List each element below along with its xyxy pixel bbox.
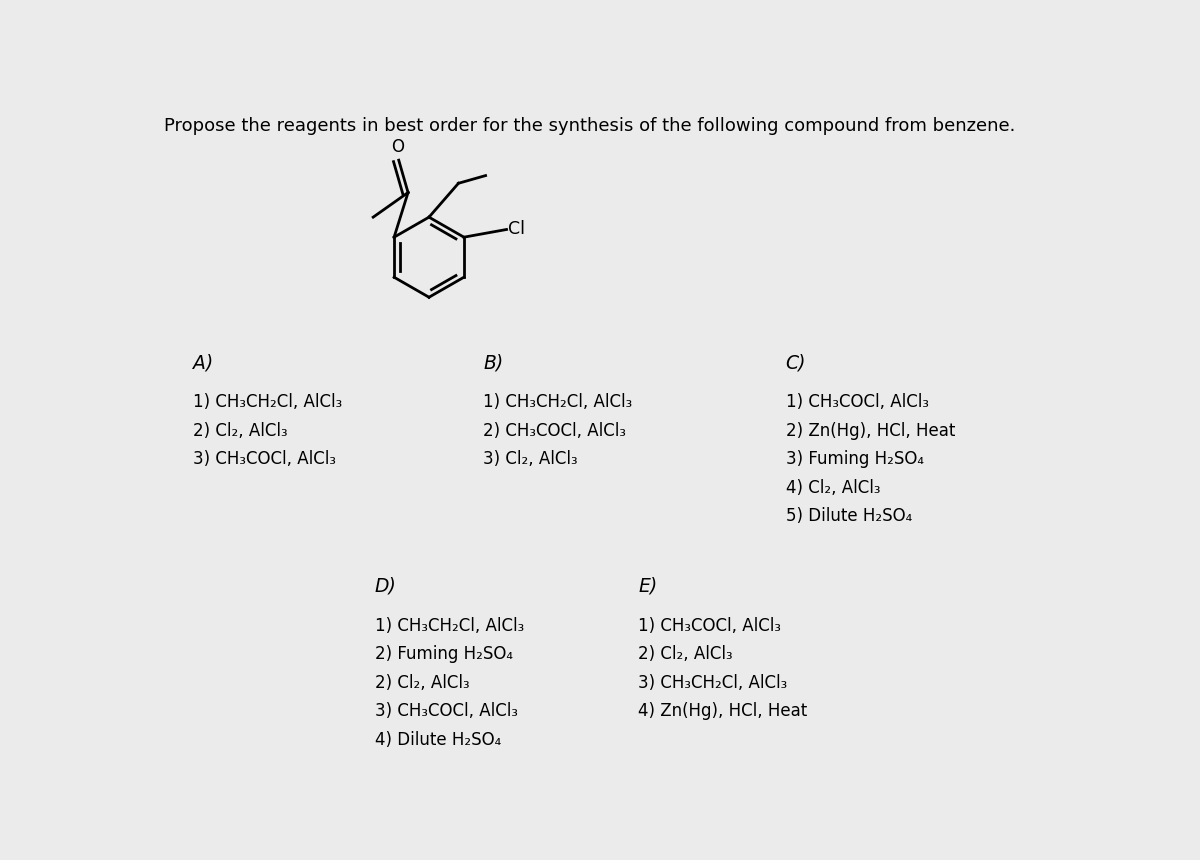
Text: Propose the reagents in best order for the synthesis of the following compound f: Propose the reagents in best order for t…	[164, 117, 1015, 135]
Text: 3) CH₃COCl, AlCl₃: 3) CH₃COCl, AlCl₃	[374, 703, 517, 721]
Text: Cl: Cl	[508, 220, 526, 238]
Text: 4) Zn(Hg), HCl, Heat: 4) Zn(Hg), HCl, Heat	[638, 703, 808, 721]
Text: A): A)	[193, 353, 212, 372]
Text: 3) CH₃CH₂Cl, AlCl₃: 3) CH₃CH₂Cl, AlCl₃	[638, 673, 787, 691]
Text: E): E)	[638, 577, 658, 596]
Text: 2) CH₃COCl, AlCl₃: 2) CH₃COCl, AlCl₃	[484, 422, 626, 440]
Text: 2) Cl₂, AlCl₃: 2) Cl₂, AlCl₃	[193, 422, 287, 440]
Text: 4) Cl₂, AlCl₃: 4) Cl₂, AlCl₃	[786, 479, 880, 497]
Text: 2) Cl₂, AlCl₃: 2) Cl₂, AlCl₃	[374, 673, 469, 691]
Text: 4) Dilute H₂SO₄: 4) Dilute H₂SO₄	[374, 731, 502, 749]
Text: 1) CH₃CH₂Cl, AlCl₃: 1) CH₃CH₂Cl, AlCl₃	[193, 394, 342, 411]
Text: 2) Zn(Hg), HCl, Heat: 2) Zn(Hg), HCl, Heat	[786, 422, 955, 440]
Text: 3) CH₃COCl, AlCl₃: 3) CH₃COCl, AlCl₃	[193, 451, 336, 469]
Text: 5) Dilute H₂SO₄: 5) Dilute H₂SO₄	[786, 507, 912, 525]
Text: D): D)	[374, 577, 397, 596]
Text: 1) CH₃COCl, AlCl₃: 1) CH₃COCl, AlCl₃	[786, 394, 929, 411]
Text: C): C)	[786, 353, 806, 372]
Text: 3) Cl₂, AlCl₃: 3) Cl₂, AlCl₃	[484, 451, 578, 469]
Text: 1) CH₃CH₂Cl, AlCl₃: 1) CH₃CH₂Cl, AlCl₃	[374, 617, 524, 635]
Text: B): B)	[484, 353, 504, 372]
Text: 2) Cl₂, AlCl₃: 2) Cl₂, AlCl₃	[638, 645, 733, 663]
Text: 3) Fuming H₂SO₄: 3) Fuming H₂SO₄	[786, 451, 924, 469]
Text: 1) CH₃COCl, AlCl₃: 1) CH₃COCl, AlCl₃	[638, 617, 781, 635]
Text: 2) Fuming H₂SO₄: 2) Fuming H₂SO₄	[374, 645, 512, 663]
Text: O: O	[391, 138, 404, 156]
Text: 1) CH₃CH₂Cl, AlCl₃: 1) CH₃CH₂Cl, AlCl₃	[484, 394, 632, 411]
